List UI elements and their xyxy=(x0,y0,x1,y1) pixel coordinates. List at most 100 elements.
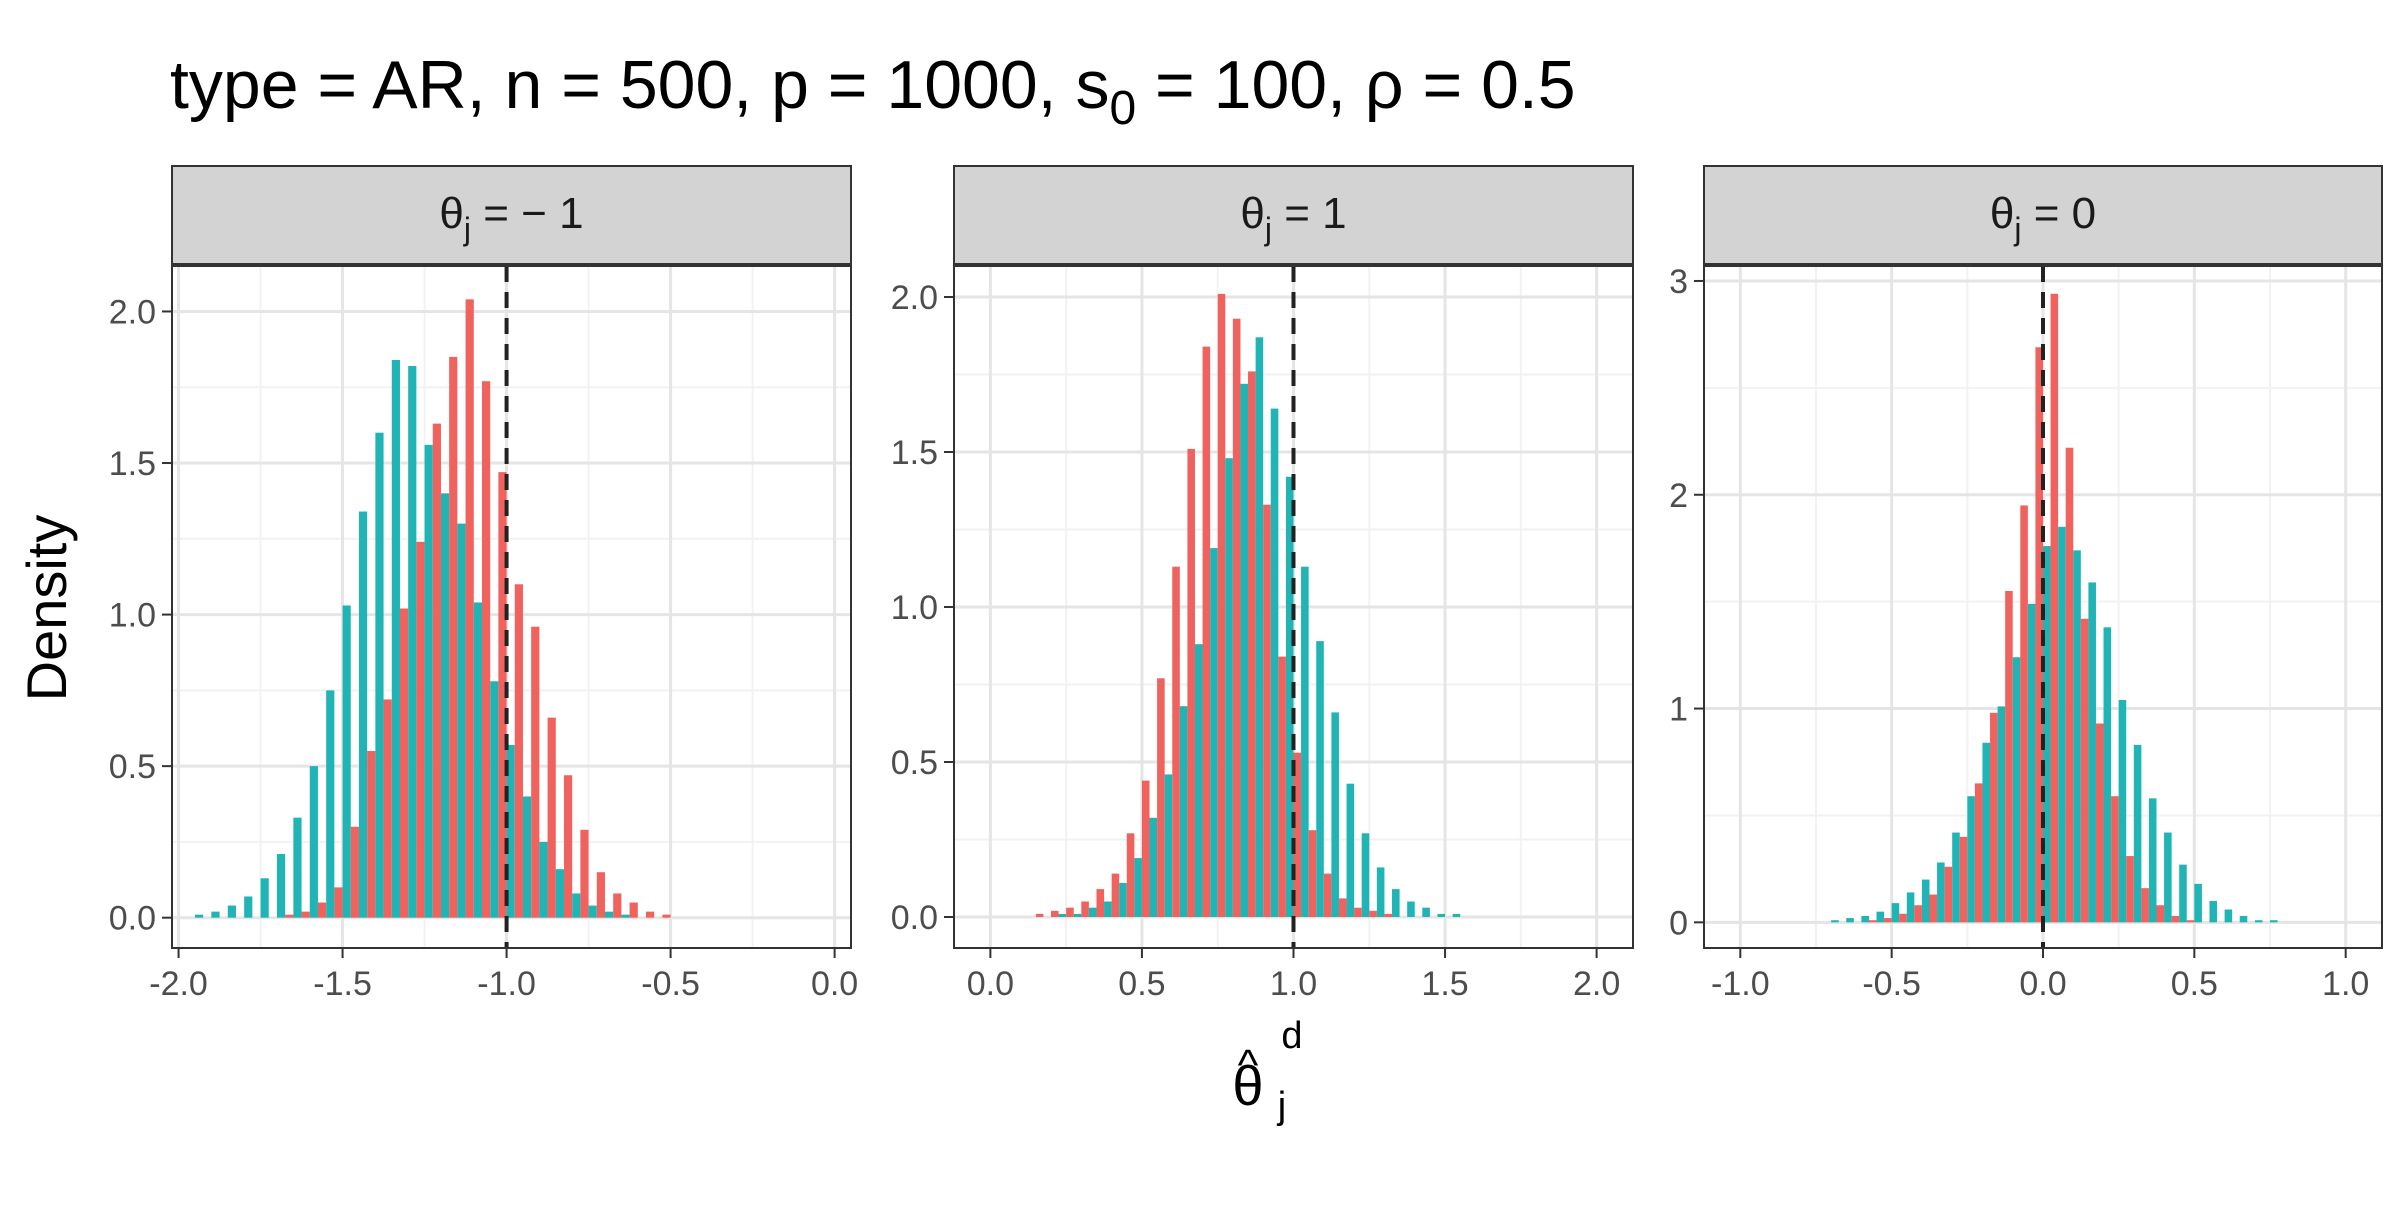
bar-teal xyxy=(1437,913,1446,917)
bar-teal xyxy=(1937,862,1945,923)
bar-teal xyxy=(2133,744,2142,923)
bar-teal xyxy=(358,511,368,918)
bar-teal xyxy=(211,911,220,918)
x-tick-label: 1.0 xyxy=(2322,965,2369,1003)
y-tick-label: 0.5 xyxy=(891,744,938,782)
facet-strip-label: θj = 0 xyxy=(1990,189,2096,247)
bar-red xyxy=(1354,907,1362,917)
x-tick-label: -1.5 xyxy=(313,965,372,1003)
bar-teal xyxy=(342,605,351,918)
x-tick-label: 2.0 xyxy=(1573,965,1620,1003)
bar-teal xyxy=(1891,903,1900,923)
bar-teal xyxy=(2164,832,2172,923)
bar-teal xyxy=(506,744,515,918)
bar-teal xyxy=(276,854,286,918)
bar-red xyxy=(2186,920,2195,923)
y-tick-label: 2.0 xyxy=(109,293,156,331)
y-tick-label: 1.0 xyxy=(891,589,938,627)
bar-red xyxy=(1914,905,1922,923)
bar-teal xyxy=(539,841,548,918)
panel-2: θj = 1 0.0 0.5 1.0 1.5 2.0 0.0 0.5 1.0 1.5 2.0 xyxy=(891,165,1634,1003)
facet-strip xyxy=(953,165,1634,265)
bar-red xyxy=(317,902,327,918)
bar-red xyxy=(596,872,605,918)
bar-teal xyxy=(1240,383,1249,917)
bar-teal xyxy=(1831,920,1839,923)
bar-red xyxy=(2111,796,2119,923)
bar-teal xyxy=(1452,913,1461,917)
x-axis-label-superscript: d xyxy=(1281,1015,1302,1057)
bar-teal xyxy=(1073,913,1082,917)
y-tick-label: 0.0 xyxy=(109,900,156,938)
bar-teal xyxy=(293,817,302,918)
bar-red xyxy=(1263,504,1271,917)
bar-teal xyxy=(1846,918,1854,923)
bar-red xyxy=(1308,830,1317,917)
bar-teal xyxy=(604,911,614,918)
bar-teal xyxy=(1119,882,1127,917)
bar-red xyxy=(2080,618,2089,923)
bar-teal xyxy=(1921,879,1930,923)
y-tick-label: 1.0 xyxy=(109,597,156,635)
bar-red xyxy=(383,699,392,918)
bar-teal xyxy=(1164,774,1173,917)
panel-1: θj = − 1 -2.0 -1.5 -1.0 -0.5 0.0 0.0 0.5 1.0 1.5 2… xyxy=(109,165,858,1003)
y-tick-label: 2 xyxy=(1669,477,1688,515)
panel-3: θj = 0 -1.0 -0.5 0.0 0.5 1.0 0 1 2 3 xyxy=(1669,165,2383,1003)
bar-red xyxy=(2035,347,2043,923)
bar-teal xyxy=(1149,817,1158,917)
facet-strip xyxy=(171,165,852,265)
bar-red xyxy=(1081,901,1089,917)
bar-teal xyxy=(1331,712,1339,917)
bar-red xyxy=(2141,888,2149,923)
bar-teal xyxy=(555,869,564,918)
x-axis-label-subscript: j xyxy=(1277,1085,1286,1127)
x-tick-label: -0.5 xyxy=(641,965,700,1003)
bar-red xyxy=(1899,913,1907,923)
bar-teal xyxy=(1906,892,1915,923)
bar-red xyxy=(563,775,573,918)
bar-red xyxy=(1944,866,1953,923)
bar-red xyxy=(2050,293,2059,923)
bar-red xyxy=(465,299,474,918)
x-tick-label: -0.5 xyxy=(1862,965,1921,1003)
x-tick-label: 1.5 xyxy=(1421,965,1468,1003)
bar-red xyxy=(580,829,589,918)
bar-red xyxy=(531,626,540,918)
bar-red xyxy=(662,914,671,918)
bar-teal xyxy=(1104,901,1112,917)
bar-teal xyxy=(2270,920,2278,923)
bar-teal xyxy=(244,896,253,918)
bar-teal xyxy=(473,602,482,918)
y-tick-label: 0.0 xyxy=(891,899,938,937)
bar-red xyxy=(1369,910,1377,917)
bar-teal xyxy=(1967,796,1975,923)
x-axis-label: θ ^ j d xyxy=(1232,1015,1302,1127)
bar-red xyxy=(481,381,491,918)
bar-teal xyxy=(2088,582,2096,923)
bar-red xyxy=(2126,856,2134,923)
bar-red xyxy=(367,750,376,918)
bar-teal xyxy=(260,878,269,918)
bar-teal xyxy=(2179,864,2187,923)
bar-teal xyxy=(1210,548,1218,917)
x-tick-label: 0.5 xyxy=(2171,965,2218,1003)
bar-red xyxy=(1126,833,1135,917)
bar-teal xyxy=(1255,337,1264,917)
bar-red xyxy=(1293,752,1302,917)
bar-red xyxy=(350,826,359,918)
bar-red xyxy=(1384,913,1393,917)
bar-teal xyxy=(2239,915,2248,923)
bar-teal xyxy=(375,432,384,918)
bar-teal xyxy=(1861,915,1869,923)
bar-red xyxy=(498,472,507,918)
bar-red xyxy=(645,911,655,918)
bar-teal xyxy=(1194,644,1203,917)
bar-teal xyxy=(2194,883,2202,923)
bar-red xyxy=(1066,907,1074,917)
bar-teal xyxy=(572,893,581,918)
bar-red xyxy=(1202,346,1211,918)
x-tick-label: 0.0 xyxy=(2019,965,2066,1003)
bar-red xyxy=(1884,918,1892,923)
